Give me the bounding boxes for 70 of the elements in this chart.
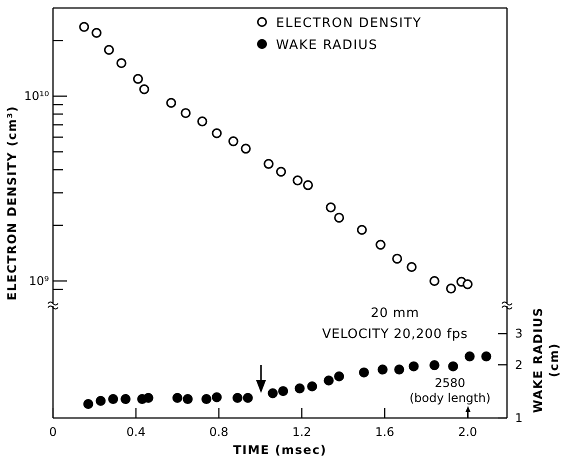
point (268, 388, 278, 398)
text: (cm) (547, 342, 561, 378)
point (326, 202, 336, 212)
annotation: 20 mm (370, 306, 420, 321)
point (429, 360, 440, 370)
y2-tick-label: 2 (515, 358, 523, 372)
point (182, 394, 193, 404)
point (172, 392, 182, 403)
y-axis-title: ELECTRON DENSITY (cm³) (5, 106, 19, 300)
point (212, 128, 222, 138)
point (120, 394, 131, 404)
point (394, 364, 404, 375)
point (83, 399, 94, 409)
point (108, 394, 118, 404)
x-tick-label: 1.2 (292, 425, 312, 439)
point (278, 386, 288, 396)
point (302, 180, 313, 190)
x-tick-label: 0.4 (126, 425, 146, 439)
x-tick-label: 2.0 (458, 425, 478, 439)
point (264, 158, 274, 169)
text: WAKE RADIUS (531, 307, 545, 413)
point (378, 364, 388, 375)
point (448, 361, 458, 372)
x-tick-label: 1.6 (375, 425, 394, 439)
point (307, 381, 318, 392)
x-tick-label: 0.8 (209, 425, 228, 439)
x-tick-label: 0 (49, 425, 57, 439)
point (356, 224, 367, 235)
point (201, 394, 212, 404)
point (96, 396, 106, 406)
point (197, 116, 208, 126)
point (376, 240, 386, 250)
point (232, 392, 242, 403)
point (104, 44, 114, 55)
y2-tick-label: 3 (515, 326, 523, 341)
point (429, 276, 440, 286)
point (462, 279, 473, 290)
point (358, 367, 369, 378)
point (406, 262, 417, 272)
y2-tick-label: 1 (515, 411, 523, 425)
point (294, 383, 305, 394)
point (481, 351, 492, 362)
point (334, 371, 344, 382)
point (166, 98, 176, 108)
point (240, 144, 251, 154)
legend-label: ELECTRON DENSITY (276, 16, 422, 31)
point (446, 284, 456, 294)
text: WAKE RADIUS (276, 38, 378, 53)
y-tick-label: 10⁹ (28, 274, 50, 288)
point (464, 351, 475, 362)
point (92, 28, 102, 38)
x-axis-title: TIME (msec) (233, 443, 327, 457)
point (212, 392, 222, 402)
point (79, 22, 90, 32)
point (324, 375, 334, 386)
point (408, 361, 419, 372)
annotation: VELOCITY 20,200 fps (322, 327, 468, 342)
point (139, 84, 150, 94)
point (292, 175, 303, 186)
point (116, 58, 126, 68)
annotation: 2580 (body length) (409, 376, 491, 405)
point (143, 392, 154, 403)
point (392, 254, 402, 264)
point (334, 212, 344, 223)
point (276, 166, 286, 177)
point (228, 136, 238, 146)
point (180, 108, 191, 118)
point (242, 392, 253, 403)
y-tick-label: 10¹⁰ (24, 89, 50, 104)
point (132, 74, 143, 84)
